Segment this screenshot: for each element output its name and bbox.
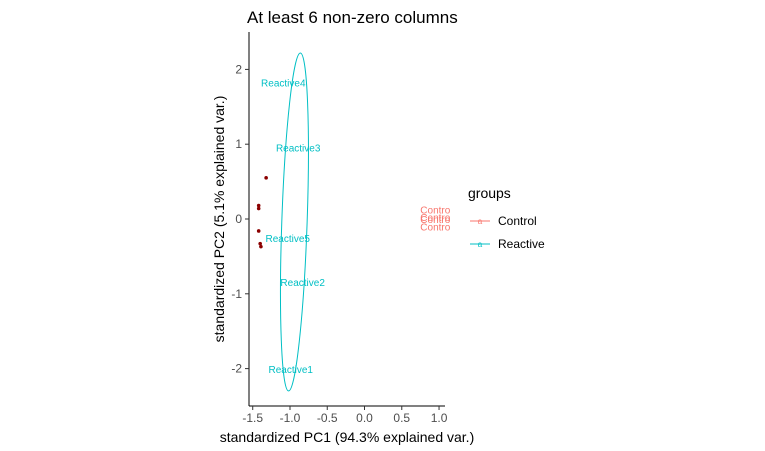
- legend-label: Control: [498, 214, 537, 228]
- chart-title: At least 6 non-zero columns: [247, 8, 458, 27]
- legend-label: Reactive: [498, 237, 545, 251]
- y-tick-label: -1: [231, 287, 242, 301]
- variable-point: [258, 241, 262, 246]
- legend-entries: a Control a Reactive: [470, 214, 545, 251]
- observation-label: Reactive1: [268, 365, 313, 376]
- group-ellipses: [279, 52, 309, 392]
- variable-points: [256, 176, 268, 249]
- y-tick-label: 0: [235, 212, 242, 226]
- variable-point: [259, 244, 263, 249]
- y-tick-label: 1: [235, 137, 242, 151]
- observation-label: Contro: [420, 206, 450, 217]
- variable-point: [256, 229, 261, 233]
- x-tick-label: 1.0: [431, 411, 448, 425]
- observation-label: Contro: [420, 215, 450, 226]
- observation-label: Contro: [420, 223, 450, 234]
- variable-point: [264, 176, 268, 180]
- observation-label: Reactive4: [261, 78, 306, 89]
- x-tick-label: 0.0: [356, 411, 373, 425]
- x-tick-label: -1.0: [280, 411, 301, 425]
- observation-label: Contro: [420, 213, 450, 224]
- legend-key-glyph: a: [478, 217, 483, 226]
- x-ticks: -1.5 -1.0 -0.5 0.0 0.5 1.0: [242, 406, 448, 425]
- y-tick-label: 2: [235, 62, 242, 76]
- observation-label: Reactive3: [276, 143, 321, 154]
- legend-key-glyph: a: [478, 240, 483, 249]
- variable-point: [256, 206, 261, 211]
- legend-title: groups: [468, 185, 511, 201]
- reactive-ellipse: [279, 52, 309, 392]
- observation-label: Reactive5: [266, 234, 311, 245]
- legend: groups a Control a Reactive: [468, 185, 545, 251]
- y-ticks: -2 -1 0 1 2: [231, 62, 249, 376]
- y-tick-label: -2: [231, 362, 242, 376]
- x-axis-title: standardized PC1 (94.3% explained var.): [220, 429, 474, 445]
- x-tick-label: -1.5: [242, 411, 263, 425]
- variable-point: [256, 203, 261, 208]
- y-axis-title: standardized PC2 (5.1% explained var.): [211, 96, 227, 343]
- x-tick-label: -0.5: [317, 411, 338, 425]
- observation-label: Reactive2: [280, 278, 325, 289]
- observation-labels: ControControControControReactive4Reactiv…: [261, 78, 451, 375]
- x-tick-label: 0.5: [393, 411, 410, 425]
